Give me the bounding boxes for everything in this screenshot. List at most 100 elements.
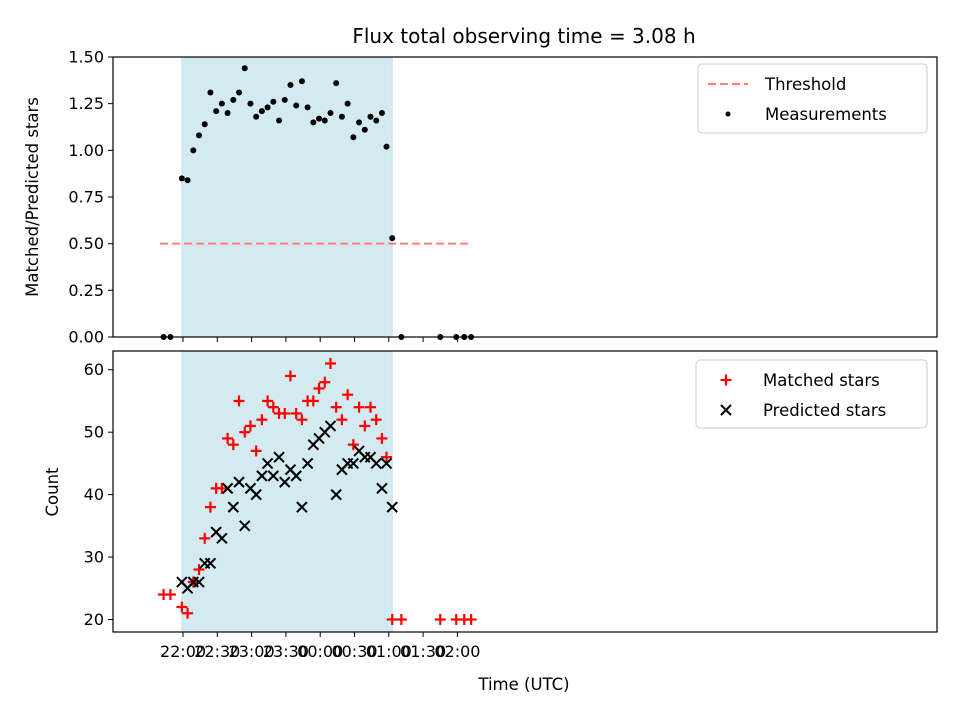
predicted-star-marker-b: [261, 457, 274, 470]
x-tick-label: 01:30: [400, 642, 446, 661]
top-y-tick-label: 0.25: [68, 281, 104, 300]
predicted-star-marker: [227, 501, 240, 513]
matched-star-marker: [284, 370, 296, 382]
predicted-star-marker-b: [233, 476, 245, 488]
x-tick-label: 00:30: [331, 642, 377, 661]
predicted-star-marker: [193, 576, 205, 588]
legend-matched-label: Matched stars: [763, 371, 880, 390]
predicted-star-marker: [386, 501, 398, 513]
measurement-point: [201, 121, 208, 128]
x-tick-label: 02:00: [434, 642, 480, 661]
predicted-star-marker-b: [364, 451, 377, 463]
predicted-star-marker: [239, 520, 251, 532]
top-y-axis-label: Matched/Predicted stars: [23, 97, 42, 297]
measurement-point: [258, 108, 265, 115]
predicted-star-marker: [347, 457, 360, 470]
chart-title: Flux total observing time = 3.08 h: [352, 24, 695, 48]
matched-star-marker: [324, 357, 336, 369]
matched-star-marker: [359, 420, 371, 432]
matched-star-marker: [347, 439, 359, 451]
matched-star-marker: [307, 395, 319, 407]
matched-star-marker: [262, 395, 274, 407]
bottom-panel: Count Time (UTC) 203040506022:0022:3023:…: [43, 350, 938, 694]
x-tick-label: 00:00: [297, 642, 343, 661]
measurement-point: [270, 98, 277, 105]
matched-star-marker: [336, 414, 348, 426]
predicted-star-marker-b: [267, 470, 280, 482]
measurement-point: [178, 175, 185, 182]
measurement-point: [196, 132, 203, 139]
measurement-point: [230, 96, 237, 103]
measurement-point: [247, 100, 254, 107]
top-y-tick-label: 0.75: [68, 188, 104, 207]
matched-star-marker: [227, 439, 239, 451]
matched-star-marker: [319, 376, 331, 388]
matched-star-marker: [176, 601, 188, 613]
bottom-y-tick-label: 60: [84, 360, 104, 379]
predicted-star-marker-b: [279, 476, 291, 488]
matched-star-marker: [182, 607, 194, 619]
predicted-star-marker: [250, 488, 262, 501]
measurement-point: [304, 104, 311, 111]
bottom-shaded-observing-interval: [181, 350, 393, 633]
measurement-point: [190, 147, 197, 154]
predicted-star-marker-b: [301, 457, 314, 470]
matched-star-marker: [239, 426, 251, 438]
top-shaded-observing-interval: [181, 56, 393, 338]
top-y-tick-label: 1.25: [68, 94, 104, 113]
matched-star-marker: [342, 389, 354, 401]
predicted-star-marker-b: [290, 470, 302, 482]
x-axis-label: Time (UTC): [477, 675, 569, 694]
legend-threshold-label: Threshold: [764, 75, 846, 94]
measurement-point: [367, 113, 374, 120]
matched-star-marker: [193, 564, 205, 576]
measurement-point: [333, 80, 340, 87]
predicted-star-marker-b: [216, 532, 228, 545]
measurement-point: [298, 78, 305, 85]
measurement-point: [361, 126, 368, 133]
matched-star-marker: [465, 614, 477, 626]
matched-star-marker: [395, 614, 407, 626]
measurement-point: [316, 115, 323, 122]
measurement-point: [321, 117, 328, 124]
predicted-star-marker-b: [324, 420, 337, 432]
predicted-star-marker-b: [330, 488, 342, 501]
x-tick-label: 22:30: [194, 642, 240, 661]
matched-star-marker: [216, 482, 228, 494]
measurement-point: [213, 108, 220, 115]
measurement-point: [293, 102, 300, 109]
predicted-star-marker: [216, 532, 228, 545]
matched-star-marker: [222, 432, 234, 444]
predicted-star-marker: [273, 451, 285, 463]
predicted-star-marker-b: [284, 463, 297, 476]
predicted-star-marker-b: [353, 445, 365, 457]
matched-star-marker: [381, 451, 393, 463]
measurement-point: [350, 134, 357, 141]
bottom-legend: Matched stars Predicted stars: [695, 359, 928, 429]
matched-star-marker: [256, 414, 268, 426]
matched-star-marker: [353, 401, 365, 413]
predicted-star-marker: [233, 476, 245, 488]
matched-star-marker: [434, 614, 446, 626]
x-tick-label: 23:00: [229, 642, 275, 661]
matched-star-marker: [330, 401, 342, 413]
predicted-star-marker-b: [376, 482, 388, 495]
x-tick-label: 01:00: [366, 642, 412, 661]
measurement-point: [327, 110, 334, 116]
matched-star-marker: [313, 382, 325, 394]
measurement-point: [224, 110, 231, 116]
top-legend-box: [697, 63, 928, 134]
matched-star-marker: [204, 501, 216, 513]
predicted-star-marker-b: [256, 470, 268, 482]
top-y-tick-label: 1.00: [68, 141, 104, 160]
predicted-star-marker-b: [386, 501, 398, 513]
top-y-tick-label: 0.00: [68, 328, 104, 347]
predicted-star-marker-b: [347, 457, 360, 470]
matched-star-marker: [244, 420, 256, 432]
predicted-star-marker-b: [193, 576, 205, 588]
predicted-star-marker: [204, 557, 217, 570]
predicted-star-marker: [301, 457, 314, 470]
predicted-star-marker: [324, 420, 337, 432]
measurement-point: [383, 143, 390, 150]
